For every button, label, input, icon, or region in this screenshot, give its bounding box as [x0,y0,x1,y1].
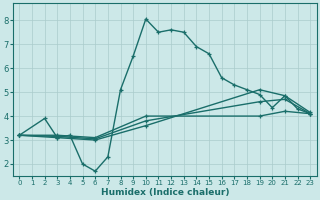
X-axis label: Humidex (Indice chaleur): Humidex (Indice chaleur) [100,188,229,197]
